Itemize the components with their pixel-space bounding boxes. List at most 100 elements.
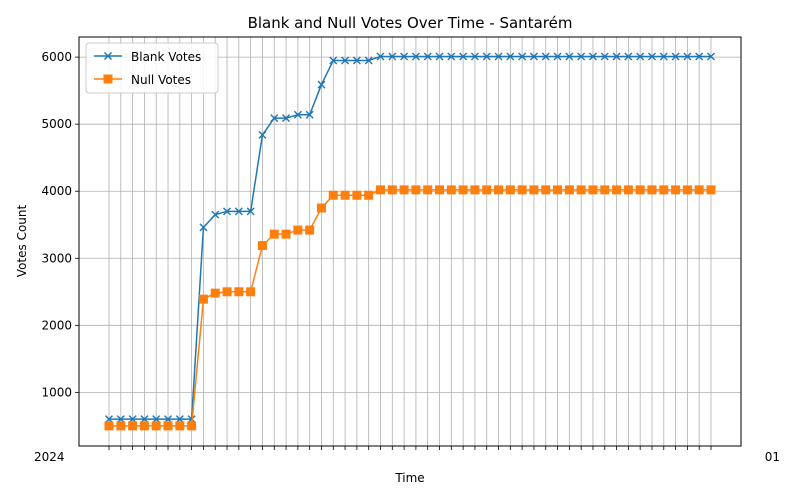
data-point — [305, 110, 314, 119]
data-point — [199, 223, 208, 232]
data-point — [458, 185, 468, 195]
data-point — [647, 52, 656, 61]
data-point — [623, 185, 633, 195]
x-gridlines — [108, 37, 712, 446]
legend-marker-null — [103, 74, 113, 84]
data-point — [635, 185, 645, 195]
data-point — [577, 52, 586, 61]
data-point — [387, 185, 397, 195]
data-point — [683, 52, 692, 61]
legend-marker — [103, 74, 113, 84]
data-point — [234, 287, 244, 297]
y-tick-label: 3000 — [41, 251, 72, 265]
data-point — [305, 225, 315, 235]
data-point — [459, 52, 468, 61]
data-point — [223, 207, 232, 216]
data-point — [388, 52, 397, 61]
legend-marker — [104, 52, 112, 60]
data-point — [411, 185, 421, 195]
data-point — [364, 190, 374, 200]
x-tick-label-last: 01 — [765, 450, 780, 464]
data-point — [375, 185, 385, 195]
legend: Blank Votes Null Votes — [85, 42, 219, 94]
data-point — [564, 185, 574, 195]
data-point — [482, 52, 491, 61]
data-point — [435, 185, 445, 195]
plot-area — [79, 37, 741, 446]
data-point — [293, 225, 303, 235]
chart-title: Blank and Null Votes Over Time - Santaré… — [248, 14, 573, 32]
y-tick-label: 2000 — [41, 318, 72, 332]
data-point — [317, 80, 326, 89]
data-point — [636, 52, 645, 61]
data-point — [647, 185, 657, 195]
data-point — [258, 130, 267, 139]
data-point — [352, 56, 361, 65]
data-point — [706, 185, 716, 195]
data-point — [270, 114, 279, 123]
data-point — [517, 185, 527, 195]
data-point — [128, 421, 138, 431]
data-point — [600, 52, 609, 61]
data-point — [541, 52, 550, 61]
data-point — [222, 287, 232, 297]
series-blank-votes — [105, 52, 715, 424]
data-point — [328, 190, 338, 200]
data-point — [470, 185, 480, 195]
data-point — [163, 421, 173, 431]
data-point — [423, 52, 432, 61]
data-point — [139, 421, 149, 431]
plot-frame — [78, 36, 742, 447]
x-tick-label-first: 2024 — [34, 450, 65, 464]
data-point — [329, 56, 338, 65]
data-point — [257, 241, 267, 251]
data-point — [682, 185, 692, 195]
data-point — [198, 294, 208, 304]
data-point — [269, 229, 279, 239]
data-point — [506, 52, 515, 61]
data-point — [671, 52, 680, 61]
y-tick-label: 4000 — [41, 184, 72, 198]
data-point — [316, 203, 326, 213]
data-point — [282, 114, 291, 123]
data-point — [293, 110, 302, 119]
series-line — [109, 189, 711, 427]
data-point — [529, 52, 538, 61]
data-point — [494, 52, 503, 61]
data-point — [364, 56, 373, 65]
data-point — [588, 185, 598, 195]
data-point — [116, 421, 126, 431]
data-point — [400, 52, 409, 61]
y-axis-label: Votes Count — [15, 205, 29, 278]
data-point — [659, 52, 668, 61]
data-point — [423, 185, 433, 195]
data-point — [659, 185, 669, 195]
series-line — [109, 55, 711, 420]
legend-marker-blank — [104, 52, 112, 60]
data-point — [695, 52, 704, 61]
data-point — [246, 287, 256, 297]
data-point — [470, 52, 479, 61]
data-point — [376, 52, 385, 61]
data-point — [435, 52, 444, 61]
data-point — [612, 185, 622, 195]
data-point — [707, 52, 715, 61]
data-point — [541, 185, 551, 195]
y-tick-label: 6000 — [41, 50, 72, 64]
data-point — [341, 56, 350, 65]
data-point — [505, 185, 515, 195]
data-point — [151, 421, 161, 431]
data-point — [340, 190, 350, 200]
data-point — [446, 185, 456, 195]
data-point — [281, 229, 291, 239]
data-point — [494, 185, 504, 195]
data-point — [565, 52, 574, 61]
data-point — [399, 185, 409, 195]
data-point — [210, 288, 220, 298]
data-point — [482, 185, 492, 195]
y-axis-ticks: 1000 2000 3000 4000 5000 6000 — [41, 50, 79, 399]
data-point — [588, 52, 597, 61]
data-point — [411, 52, 420, 61]
data-point — [671, 185, 681, 195]
